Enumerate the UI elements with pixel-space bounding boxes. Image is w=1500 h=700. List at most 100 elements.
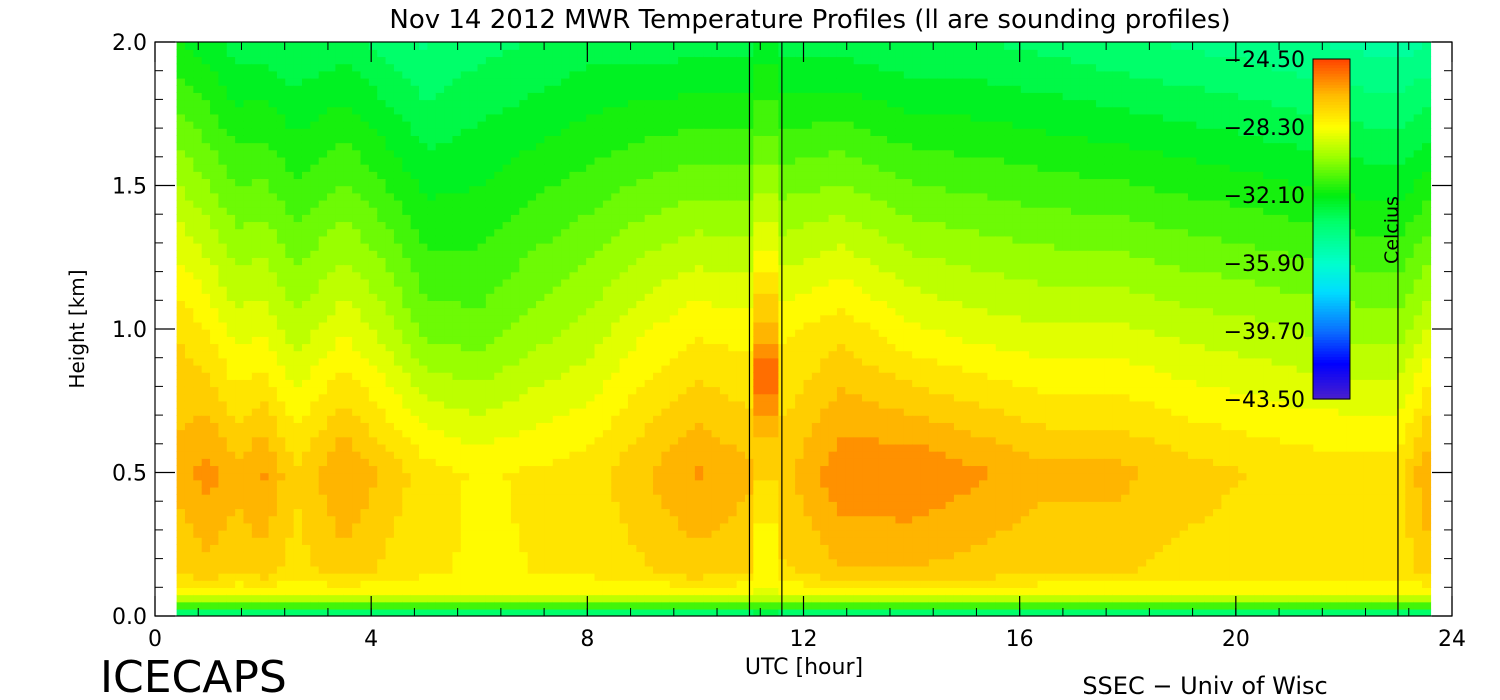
heatmap-cell <box>636 572 646 581</box>
heatmap-cell <box>293 551 303 560</box>
heatmap-cell <box>636 429 646 438</box>
heatmap-cell <box>193 601 203 610</box>
heatmap-cell <box>343 407 353 416</box>
heatmap-cell <box>201 393 211 402</box>
heatmap-cell <box>251 257 261 266</box>
heatmap-cell <box>627 522 638 531</box>
heatmap-cell <box>276 242 286 251</box>
heatmap-cell <box>201 77 211 86</box>
heatmap-cell <box>343 329 353 337</box>
heatmap-cell <box>318 580 328 588</box>
heatmap-cell <box>586 135 596 144</box>
heatmap-cell <box>460 293 470 301</box>
heatmap-cell <box>577 357 587 366</box>
heatmap-cell <box>352 494 362 502</box>
heatmap-cell <box>210 479 220 488</box>
heatmap-cell <box>602 458 612 467</box>
heatmap-cell <box>594 178 604 187</box>
heatmap-cell <box>619 135 629 144</box>
heatmap-cell <box>360 515 370 524</box>
heatmap-cell <box>577 307 587 316</box>
heatmap-cell <box>644 537 654 545</box>
heatmap-cell <box>352 601 362 610</box>
heatmap-cell <box>644 42 654 50</box>
heatmap-cell <box>402 608 412 616</box>
heatmap-cell <box>594 257 604 266</box>
heatmap-cell <box>519 171 529 180</box>
heatmap-cell <box>636 228 646 237</box>
heatmap-cell <box>285 537 295 545</box>
heatmap-cell <box>519 271 529 280</box>
heatmap-cell <box>444 235 454 244</box>
heatmap-cell <box>644 321 654 330</box>
heatmap-cell <box>218 522 228 531</box>
heatmap-cell <box>410 580 420 588</box>
heatmap-cell <box>210 379 220 388</box>
heatmap-cell <box>402 300 412 309</box>
heatmap-cell <box>193 293 203 301</box>
heatmap-cell <box>402 77 412 86</box>
heatmap-cell <box>644 250 654 258</box>
heatmap-cell <box>561 364 571 373</box>
heatmap-cell <box>536 551 546 560</box>
heatmap-cell <box>368 422 378 431</box>
heatmap-cell <box>393 429 403 438</box>
heatmap-cell <box>393 307 403 316</box>
heatmap-cell <box>519 465 529 474</box>
heatmap-cell <box>335 149 345 158</box>
heatmap-cell <box>368 357 378 366</box>
heatmap-cell <box>268 271 278 280</box>
heatmap-cell <box>552 479 562 488</box>
heatmap-cell <box>602 271 612 280</box>
heatmap-cell <box>678 171 688 180</box>
heatmap-cell <box>644 393 654 402</box>
heatmap-cell <box>226 429 236 438</box>
heatmap-cell <box>327 386 337 395</box>
heatmap-cell <box>327 70 337 79</box>
heatmap-cell <box>226 544 236 553</box>
heatmap-cell <box>661 163 671 172</box>
heatmap-cell <box>310 42 320 50</box>
heatmap-cell <box>352 250 362 258</box>
heatmap-cell <box>327 214 337 223</box>
heatmap-cell <box>502 185 512 194</box>
heatmap-cell <box>661 120 671 129</box>
heatmap-cell <box>176 77 186 86</box>
heatmap-cell <box>352 257 362 266</box>
heatmap-cell <box>377 207 387 215</box>
heatmap-cell <box>469 544 479 553</box>
heatmap-cell <box>218 558 228 567</box>
heatmap-cell <box>678 357 688 366</box>
heatmap-cell <box>226 336 236 345</box>
heatmap-cell <box>235 77 245 86</box>
heatmap-cell <box>276 307 286 316</box>
heatmap-cell <box>594 486 604 495</box>
heatmap-cell <box>653 572 663 581</box>
heatmap-cell <box>260 163 270 172</box>
heatmap-cell <box>360 300 370 309</box>
heatmap-cell <box>276 580 286 588</box>
heatmap-cell <box>444 601 454 610</box>
heatmap-cell <box>293 479 303 488</box>
heatmap-cell <box>210 450 220 459</box>
heatmap-cell <box>636 192 646 201</box>
heatmap-cell <box>276 494 286 502</box>
heatmap-cell <box>393 293 403 301</box>
heatmap-cell <box>669 106 679 115</box>
heatmap-cell <box>427 214 437 223</box>
heatmap-cell <box>502 207 512 215</box>
heatmap-cell <box>552 465 562 474</box>
heatmap-cell <box>276 379 286 388</box>
heatmap-cell <box>226 221 236 230</box>
heatmap-cell <box>686 264 696 273</box>
heatmap-cell <box>260 393 270 402</box>
heatmap-cell <box>444 479 454 488</box>
heatmap-cell <box>318 156 328 165</box>
heatmap-cell <box>444 501 454 510</box>
heatmap-cell <box>327 235 337 244</box>
heatmap-cell <box>435 156 445 165</box>
heatmap-cell <box>368 300 378 309</box>
heatmap-cell <box>176 70 186 79</box>
heatmap-cell <box>502 400 512 409</box>
heatmap-cell <box>569 329 579 337</box>
